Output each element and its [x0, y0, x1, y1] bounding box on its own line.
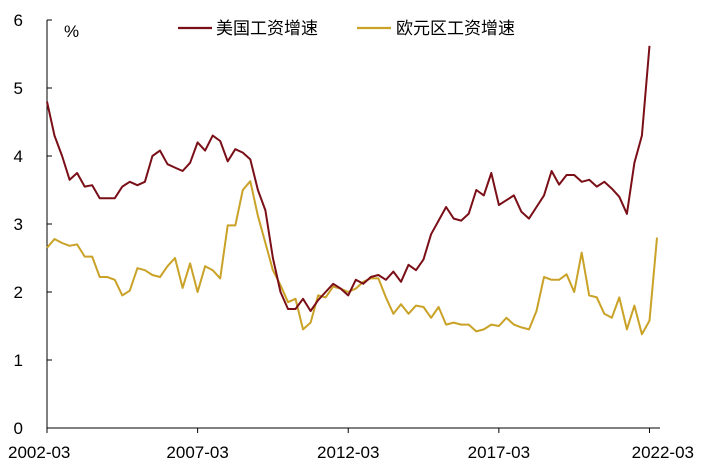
legend-label-us: 美国工资增速	[216, 19, 318, 39]
axes	[46, 20, 660, 429]
series-line-euro-wage-growth	[46, 180, 658, 336]
y-tick-label: 3	[14, 215, 23, 234]
y-tick-label: 4	[14, 147, 23, 166]
y-tick-label: 5	[14, 79, 23, 98]
series-line-us-wage-growth	[46, 45, 651, 312]
y-tick-label: 6	[14, 11, 23, 30]
y-tick-label: 2	[14, 283, 23, 302]
x-tick-label: 2012-03	[317, 443, 379, 462]
y-tick-label: 0	[14, 419, 23, 438]
legend-item-euro-wage-growth: 欧元区工资增速	[357, 19, 515, 39]
x-tick-label: 2007-03	[166, 443, 228, 462]
x-axis-ticks: 2002-03 2007-03 2012-03 2017-03 2022-03	[8, 428, 694, 462]
legend-item-us-wage-growth: 美国工资增速	[178, 19, 318, 39]
x-tick-label: 2022-03	[632, 443, 694, 462]
x-tick-label: 2002-03	[8, 443, 70, 462]
series-lines	[46, 45, 658, 336]
x-tick-label: 2017-03	[468, 443, 530, 462]
y-tick-label: 1	[14, 351, 23, 370]
legend-label-euro: 欧元区工资增速	[396, 19, 515, 39]
unit-label: %	[64, 22, 79, 41]
y-axis-ticks: 0 1 2 3 4 5 6	[14, 11, 52, 438]
legend: 美国工资增速 欧元区工资增速	[178, 19, 515, 39]
